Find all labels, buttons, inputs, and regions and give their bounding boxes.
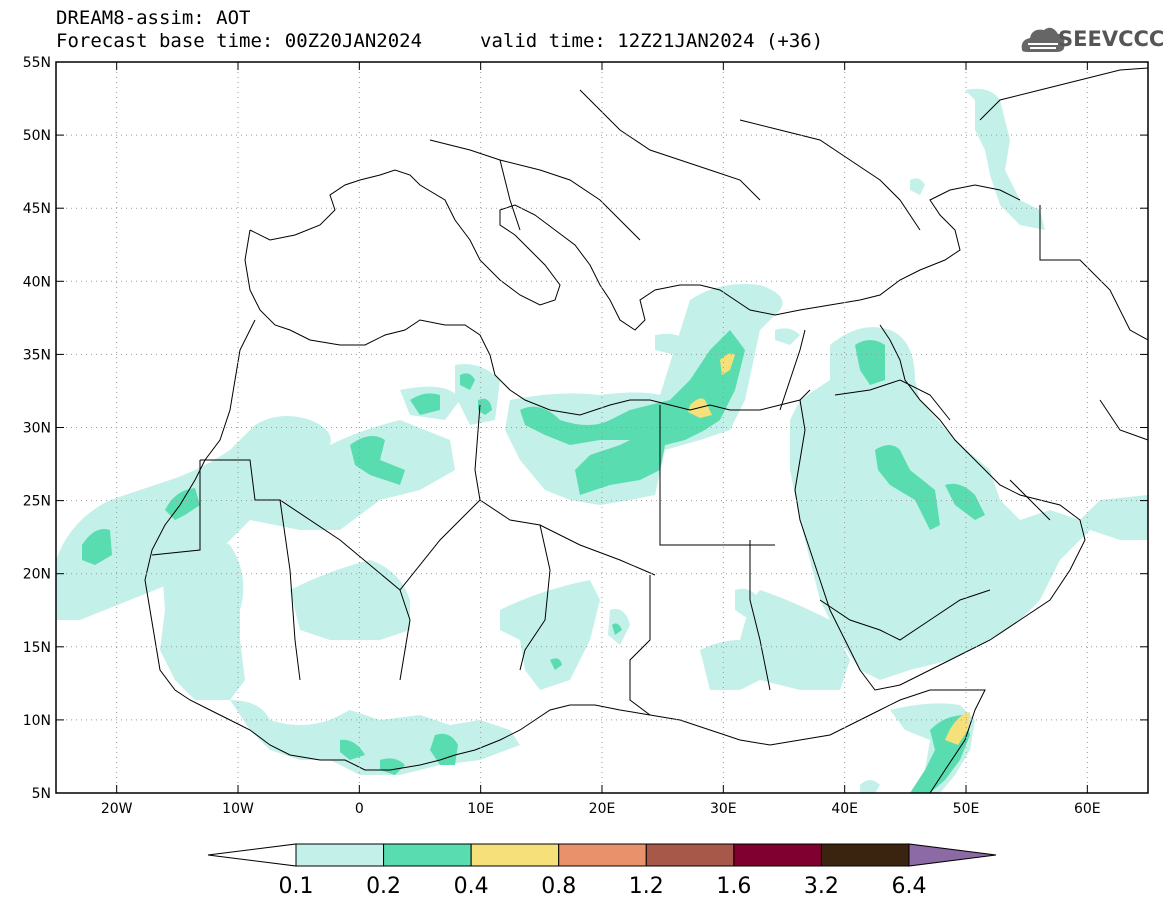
lat-label: 50N: [23, 128, 51, 144]
cloud-logo-icon: [1021, 27, 1065, 52]
aot-level-0-4: [688, 353, 970, 745]
colorbar-segment: [295, 843, 385, 867]
lat-label: 55N: [23, 55, 51, 71]
colorbar-label: 3.2: [804, 874, 839, 899]
lat-label: 15N: [23, 640, 51, 656]
colorbar-label: 6.4: [892, 874, 927, 899]
longitude-labels: 20W 10W 0 10E 20E 30E 40E 50E 60E: [101, 801, 1101, 817]
colorbar-segment: [383, 843, 472, 867]
lon-label: 0: [355, 801, 364, 817]
valid-time: valid time: 12Z21JAN2024 (+36): [480, 30, 824, 52]
lat-label: 5N: [32, 786, 51, 802]
colorbar-labels: 0.1 0.2 0.4 0.8 1.2 1.6 3.2 6.4: [279, 874, 927, 899]
lon-label: 10E: [467, 801, 494, 817]
lat-label: 45N: [23, 201, 51, 217]
lon-label: 20W: [101, 801, 133, 817]
lon-label: 30E: [710, 801, 737, 817]
logo-text: SEEVCCC: [1058, 27, 1165, 51]
colorbar-label: 0.4: [454, 874, 489, 899]
colorbar-overflow: [908, 843, 997, 867]
colorbar-label: 0.8: [541, 874, 576, 899]
lat-label: 20N: [23, 567, 51, 583]
aot-level-0-2: [82, 330, 985, 793]
latitude-labels: 55N 50N 45N 40N 35N 30N 25N 20N 15N 10N 5N: [23, 55, 51, 802]
lon-label: 20E: [589, 801, 616, 817]
lon-label: 60E: [1074, 801, 1101, 817]
lat-label: 35N: [23, 347, 51, 363]
lon-label: 40E: [831, 801, 858, 817]
lon-label: 50E: [953, 801, 980, 817]
country-borders: [144, 67, 1148, 793]
lat-label: 40N: [23, 274, 51, 290]
lat-label: 10N: [23, 713, 51, 729]
lat-label: 25N: [23, 494, 51, 510]
colorbar-label: 0.1: [279, 874, 314, 899]
lon-label: 10W: [222, 801, 254, 817]
colorbar: [207, 843, 997, 867]
colorbar-segment: [558, 843, 647, 867]
colorbar-label: 1.2: [629, 874, 664, 899]
colorbar-segment: [470, 843, 560, 867]
colorbar-segment: [645, 843, 735, 867]
lat-label: 30N: [23, 421, 51, 437]
colorbar-label: 0.2: [366, 874, 401, 899]
colorbar-label: 1.6: [716, 874, 751, 899]
forecast-base-time: Forecast base time: 00Z20JAN2024: [56, 30, 423, 52]
aerosol-contours: [56, 88, 1148, 793]
axis-ticks: [56, 61, 1148, 794]
colorbar-underflow: [207, 843, 297, 867]
map-title: DREAM8-assim: AOT: [56, 7, 251, 29]
colorbar-segment: [733, 843, 822, 867]
colorbar-segment: [820, 843, 910, 867]
